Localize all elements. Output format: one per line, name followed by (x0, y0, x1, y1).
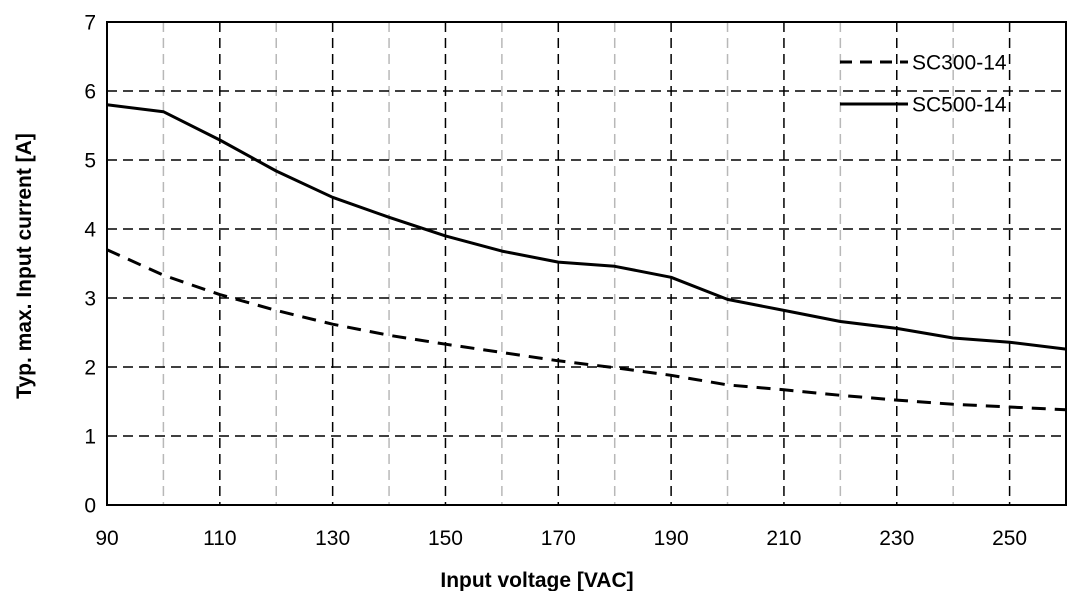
x-axis-title: Input voltage [VAC] (440, 569, 633, 591)
x-tick-label: 230 (879, 527, 914, 550)
x-tick-label: 150 (428, 527, 463, 550)
y-tick-labels: 0 1 2 3 4 5 6 7 (84, 12, 96, 518)
x-tick-label: 190 (654, 527, 689, 550)
x-tick-labels: 90 110 130 150 170 190 210 230 250 (95, 527, 1027, 550)
x-tick-label: 250 (992, 527, 1027, 550)
x-tick-label: 110 (203, 527, 236, 550)
y-tick-label: 7 (84, 12, 96, 35)
series-line-sc500-14 (106, 103, 1067, 351)
legend-label-sc300-14: SC300-14 (912, 52, 1007, 75)
y-axis-title: Typ. max. Input current [A] (13, 133, 36, 399)
legend-label-sc500-14: SC500-14 (912, 94, 1007, 117)
series-group (106, 103, 1067, 412)
y-tick-label: 5 (84, 150, 96, 173)
y-tick-label: 6 (84, 81, 96, 104)
grid (107, 22, 1066, 505)
x-tick-label: 170 (541, 527, 576, 550)
y-tick-label: 1 (84, 426, 96, 449)
plot-frame (106, 21, 1067, 506)
y-tick-label: 2 (84, 357, 96, 380)
series-line-sc300-14 (106, 248, 1067, 412)
y-tick-label: 3 (84, 288, 96, 311)
x-tick-label: 130 (315, 527, 350, 550)
y-tick-label: 0 (84, 495, 96, 518)
y-tick-label: 4 (84, 219, 96, 242)
x-tick-label: 90 (95, 527, 118, 550)
x-tick-label: 210 (766, 527, 801, 550)
legend: SC300-14 SC500-14 (840, 52, 1007, 117)
